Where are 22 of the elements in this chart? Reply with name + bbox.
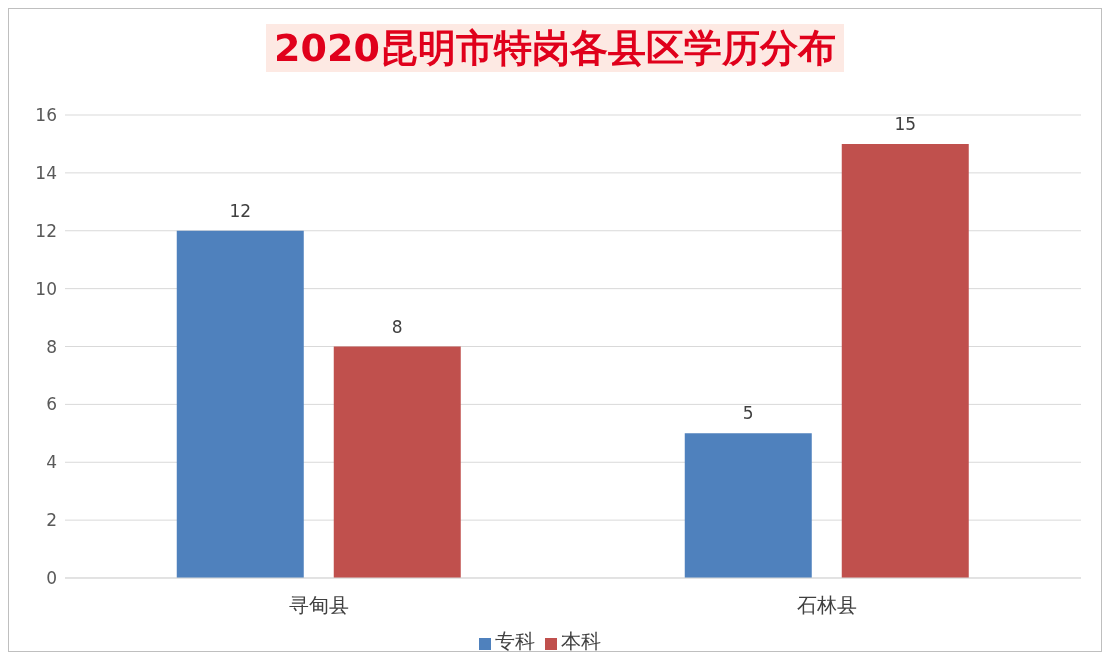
y-tick-label: 0 — [46, 568, 57, 589]
bar — [684, 433, 812, 578]
legend-label: 本科 — [561, 629, 601, 653]
legend-label: 专科 — [495, 629, 535, 653]
y-tick-label: 8 — [46, 336, 57, 357]
y-tick-label: 14 — [35, 162, 57, 183]
y-tick-label: 12 — [35, 220, 57, 241]
data-label: 12 — [229, 200, 252, 221]
bar — [333, 346, 461, 578]
y-tick-label: 16 — [35, 105, 57, 126]
data-label: 8 — [391, 316, 403, 337]
data-label: 5 — [742, 403, 754, 424]
data-label: 15 — [894, 113, 917, 134]
bar — [841, 143, 969, 578]
x-tick-label: 石林县 — [797, 593, 857, 618]
bar — [176, 230, 304, 578]
x-tick-label: 寻甸县 — [289, 593, 349, 618]
y-tick-label: 4 — [46, 452, 57, 473]
y-tick-label: 2 — [46, 510, 57, 531]
y-tick-label: 10 — [35, 278, 57, 299]
y-tick-label: 6 — [46, 394, 57, 415]
chart-title: 2020昆明市特岗各县区学历分布 — [266, 24, 844, 72]
